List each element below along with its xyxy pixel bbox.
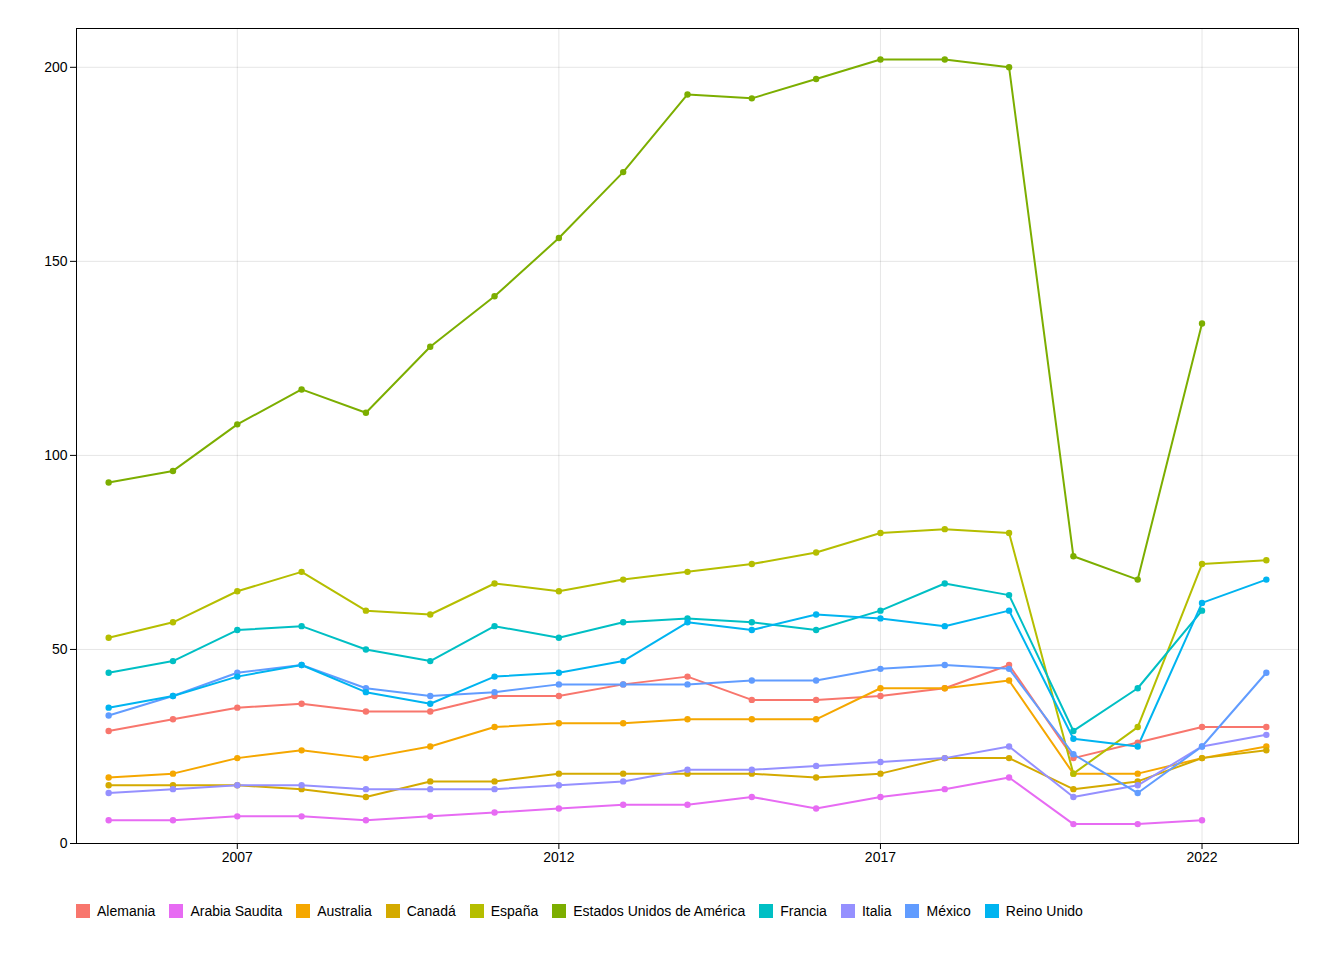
svg-text:2007: 2007	[222, 849, 253, 865]
svg-text:200: 200	[44, 59, 68, 75]
svg-text:0: 0	[60, 835, 68, 851]
svg-text:50: 50	[52, 641, 68, 657]
html-text:Arabia Saudita: Arabia Saudita	[190, 902, 283, 919]
html-text:Estados Unidos de América: Estados Unidos de América	[573, 902, 746, 919]
html-text:Canadá: Canadá	[406, 902, 456, 919]
svg-text:150: 150	[44, 253, 68, 269]
svg-text:100: 100	[44, 447, 68, 463]
svg-text:2022: 2022	[1186, 849, 1217, 865]
html-text:México: México	[926, 902, 971, 919]
html-text:Alemania: Alemania	[97, 902, 156, 919]
html-text:Reino Unido: Reino Unido	[1005, 902, 1083, 919]
html-text:Australia: Australia	[317, 902, 372, 919]
svg-text:2012: 2012	[543, 849, 574, 865]
html-text:España: España	[490, 902, 539, 919]
html-text:Francia: Francia	[780, 902, 827, 919]
html-text:Italia: Italia	[861, 902, 892, 919]
svg-text:2017: 2017	[865, 849, 896, 865]
